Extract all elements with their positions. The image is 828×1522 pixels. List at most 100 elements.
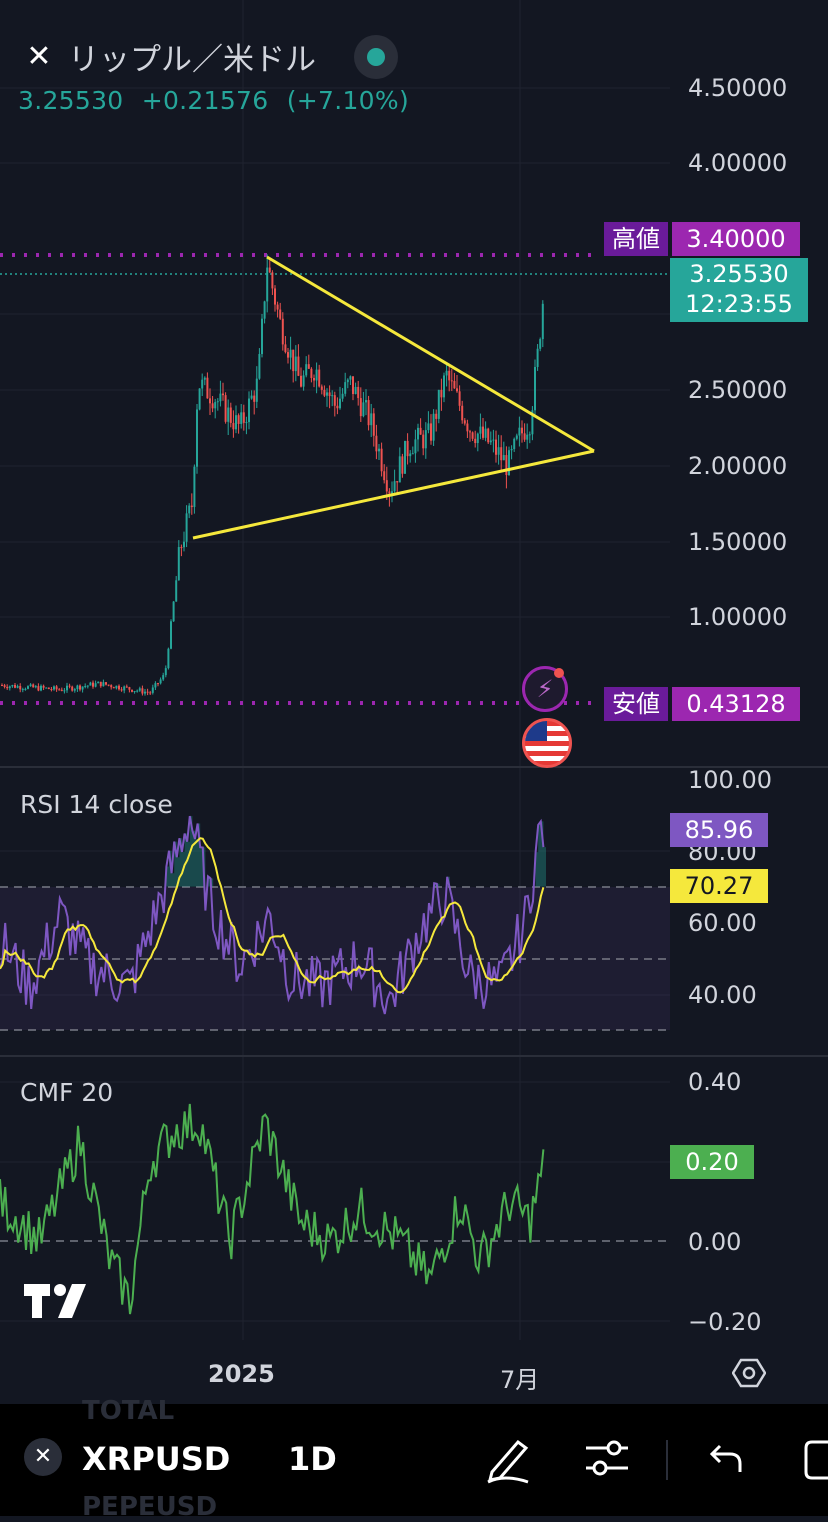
candle-body bbox=[453, 380, 456, 389]
candle-body bbox=[32, 684, 35, 688]
undo-icon[interactable] bbox=[708, 1442, 744, 1474]
candle-body bbox=[222, 393, 224, 396]
candle-body bbox=[362, 402, 365, 417]
candle-body bbox=[440, 389, 443, 398]
candle-body bbox=[232, 422, 235, 430]
us-flag-event-icon[interactable] bbox=[522, 718, 572, 768]
candle-body bbox=[175, 580, 178, 602]
candle-body bbox=[227, 407, 230, 422]
candle-body bbox=[482, 426, 484, 438]
candle-body bbox=[81, 686, 84, 690]
candle-body bbox=[224, 395, 227, 422]
candle-body bbox=[422, 434, 425, 449]
candle-body bbox=[307, 364, 310, 369]
candle-body bbox=[331, 395, 334, 397]
close-icon[interactable]: ✕ bbox=[26, 39, 52, 74]
tradingview-logo bbox=[24, 1284, 86, 1318]
candle-body bbox=[528, 434, 531, 436]
indicator-settings-icon[interactable] bbox=[584, 1438, 630, 1478]
rsi-tick: 60.00 bbox=[688, 909, 757, 937]
candle-body bbox=[248, 398, 250, 423]
candle-body bbox=[42, 685, 45, 688]
candle-body bbox=[19, 686, 22, 690]
candle-body bbox=[489, 440, 492, 443]
candle-body bbox=[365, 400, 367, 403]
candle-body bbox=[250, 395, 253, 399]
lightning-event-icon[interactable]: ⚡ bbox=[522, 666, 568, 712]
candle-body bbox=[375, 435, 378, 452]
rsi-line bbox=[0, 815, 545, 1015]
candle-body bbox=[79, 685, 81, 690]
candle-body bbox=[354, 386, 357, 395]
candle-body bbox=[461, 405, 464, 421]
high-value-label: 3.40000 bbox=[672, 222, 800, 256]
interval-button[interactable]: 1D bbox=[288, 1440, 337, 1478]
candle-body bbox=[380, 448, 383, 472]
candle-body bbox=[138, 688, 141, 691]
candle-body bbox=[310, 368, 313, 378]
settings-icon[interactable] bbox=[731, 1356, 767, 1390]
candle-body bbox=[300, 375, 302, 387]
market-status-button[interactable] bbox=[354, 34, 398, 79]
high-tag: 高値 bbox=[604, 222, 668, 256]
candle-body bbox=[328, 392, 331, 397]
candle-body bbox=[146, 691, 149, 693]
candle-body bbox=[157, 683, 159, 685]
candle-body bbox=[406, 440, 409, 457]
candle-body bbox=[495, 439, 497, 455]
remove-symbol-button[interactable]: ✕ bbox=[24, 1438, 62, 1476]
candle-body bbox=[305, 364, 308, 376]
candle-body bbox=[45, 687, 48, 689]
candle-body bbox=[16, 686, 19, 688]
symbol-title[interactable]: リップル／米ドル bbox=[68, 42, 316, 78]
candle-body bbox=[352, 376, 354, 395]
candle-body bbox=[367, 400, 370, 426]
candle-body bbox=[276, 304, 279, 310]
fullscreen-icon[interactable] bbox=[804, 1440, 828, 1480]
candle-body bbox=[84, 686, 87, 688]
chart-canvas[interactable]: 4.50000 4.00000 2.50000 2.00000 1.50000 … bbox=[0, 0, 828, 1404]
cmf-title[interactable]: CMF 20 bbox=[20, 1078, 114, 1107]
candle-body bbox=[242, 412, 245, 423]
candle-body bbox=[53, 686, 55, 690]
candle-body bbox=[484, 428, 487, 438]
rsi-title[interactable]: RSI 14 close bbox=[20, 790, 173, 819]
candle-body bbox=[346, 379, 349, 383]
candle-body bbox=[541, 303, 544, 340]
candle-body bbox=[419, 427, 422, 435]
candle-body bbox=[133, 690, 136, 692]
bar-countdown: 12:23:55 bbox=[685, 290, 793, 318]
candle-body bbox=[76, 685, 79, 690]
candle-body bbox=[107, 684, 110, 686]
candle-body bbox=[471, 432, 474, 439]
price-tick: 2.50000 bbox=[688, 376, 787, 404]
rsi-tick: 40.00 bbox=[688, 981, 757, 1009]
candle-body bbox=[448, 370, 451, 381]
cmf-value-label: 0.20 bbox=[670, 1145, 754, 1179]
symbol-button[interactable]: XRPUSD bbox=[82, 1440, 231, 1478]
candle-body bbox=[357, 386, 360, 399]
candle-body bbox=[297, 356, 300, 376]
candle-body bbox=[115, 685, 118, 689]
candle-body bbox=[66, 685, 68, 691]
candle-body bbox=[323, 389, 326, 396]
price-tick: 4.50000 bbox=[688, 74, 787, 102]
candle-body bbox=[136, 690, 139, 692]
candle-body bbox=[128, 687, 131, 690]
candle-body bbox=[531, 410, 534, 435]
candle-body bbox=[268, 267, 271, 273]
candle-body bbox=[206, 377, 209, 399]
candle-body bbox=[177, 547, 180, 581]
candle-body bbox=[102, 682, 105, 687]
last-price: 3.25530 bbox=[18, 86, 124, 115]
candle-body bbox=[502, 455, 505, 461]
ghost-symbol-top: TOTAL bbox=[82, 1396, 175, 1426]
candle-body bbox=[417, 427, 419, 440]
candle-body bbox=[258, 354, 261, 379]
pen-icon[interactable] bbox=[484, 1434, 532, 1484]
price-tick: 4.00000 bbox=[688, 149, 787, 177]
candle-body bbox=[398, 456, 401, 483]
candle-body bbox=[255, 378, 258, 402]
candle-body bbox=[167, 648, 170, 669]
candle-body bbox=[432, 413, 435, 441]
